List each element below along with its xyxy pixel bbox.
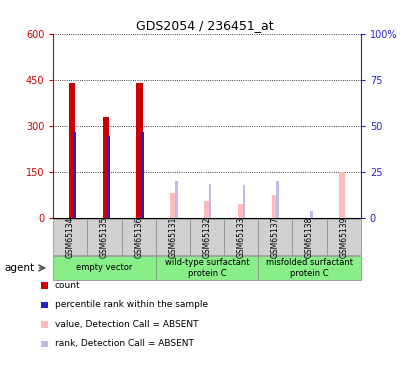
Text: GSM65139: GSM65139 xyxy=(338,216,347,258)
Bar xyxy=(136,83,142,218)
Bar xyxy=(276,181,279,218)
Text: GSM65135: GSM65135 xyxy=(100,216,109,258)
Text: agent: agent xyxy=(4,263,34,273)
Text: empty vector: empty vector xyxy=(76,264,133,272)
Bar xyxy=(175,181,177,218)
Text: value, Detection Call = ABSENT: value, Detection Call = ABSENT xyxy=(54,320,198,329)
Text: count: count xyxy=(54,281,80,290)
Text: GDS2054 / 236451_at: GDS2054 / 236451_at xyxy=(136,19,273,32)
Text: GSM65133: GSM65133 xyxy=(236,216,245,258)
Text: GSM65137: GSM65137 xyxy=(270,216,279,258)
Text: rank, Detection Call = ABSENT: rank, Detection Call = ABSENT xyxy=(54,339,193,348)
Text: misfolded surfactant
protein C: misfolded surfactant protein C xyxy=(265,258,352,278)
Bar xyxy=(309,211,312,218)
Text: wild-type surfactant
protein C: wild-type surfactant protein C xyxy=(164,258,249,278)
Text: percentile rank within the sample: percentile rank within the sample xyxy=(54,300,207,309)
Bar xyxy=(102,117,108,218)
Bar xyxy=(141,132,144,218)
Bar xyxy=(271,195,277,217)
Text: GSM65132: GSM65132 xyxy=(202,216,211,258)
Bar xyxy=(73,132,76,218)
Text: GSM65134: GSM65134 xyxy=(66,216,75,258)
Bar xyxy=(107,136,110,218)
Bar xyxy=(208,184,211,218)
Text: GSM65136: GSM65136 xyxy=(134,216,143,258)
Bar xyxy=(204,201,209,217)
Bar xyxy=(242,185,245,218)
Bar xyxy=(338,172,344,217)
Bar xyxy=(170,193,176,217)
Text: GSM65131: GSM65131 xyxy=(168,216,177,258)
Bar xyxy=(69,83,75,218)
Text: GSM65138: GSM65138 xyxy=(304,216,313,258)
Bar xyxy=(237,204,243,218)
